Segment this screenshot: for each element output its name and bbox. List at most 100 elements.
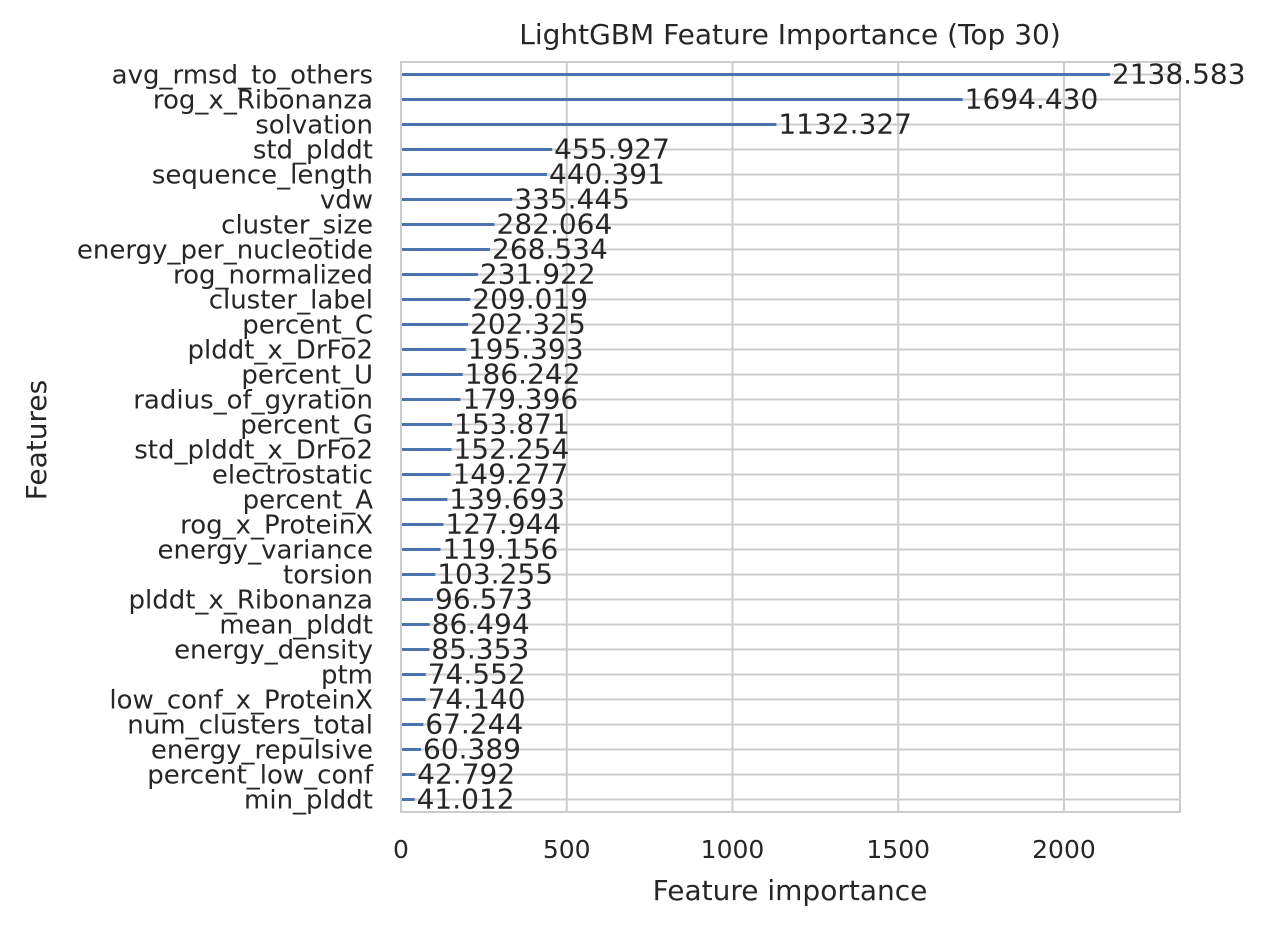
category-label: energy_density bbox=[174, 636, 373, 666]
bar bbox=[401, 423, 453, 426]
value-label: 85.353 bbox=[431, 633, 529, 666]
bar bbox=[401, 473, 451, 476]
value-label: 127.944 bbox=[445, 508, 561, 541]
value-label: 96.573 bbox=[435, 583, 533, 616]
bar bbox=[401, 623, 430, 626]
bar bbox=[401, 398, 461, 401]
value-label: 2138.583 bbox=[1112, 58, 1246, 91]
x-axis-label: Feature importance bbox=[653, 874, 928, 907]
category-label: percent_G bbox=[240, 411, 373, 441]
value-label: 139.693 bbox=[449, 483, 565, 516]
bar bbox=[401, 723, 424, 726]
value-labels: 2138.583 1694.430 1132.327 455.927440.39133… bbox=[417, 58, 1246, 816]
x-tick-label: 1000 bbox=[701, 835, 765, 864]
value-label: 103.255 bbox=[437, 558, 553, 591]
bar bbox=[401, 448, 452, 451]
bar bbox=[401, 798, 415, 801]
category-label: num_clusters_total bbox=[127, 711, 373, 741]
bar bbox=[401, 123, 777, 126]
value-label: 119.156 bbox=[442, 533, 558, 566]
category-label: cluster_label bbox=[209, 286, 373, 316]
category-label: solvation bbox=[255, 111, 373, 141]
bar bbox=[401, 323, 469, 326]
value-label: 152.254 bbox=[453, 433, 569, 466]
bars bbox=[401, 73, 1110, 801]
category-label: std_plddt_x_DrFo2 bbox=[134, 436, 373, 466]
value-label: 195.393 bbox=[468, 333, 584, 366]
category-label: avg_rmsd_to_others bbox=[112, 61, 373, 91]
category-label: plddt_x_Ribonanza bbox=[129, 586, 374, 616]
bar bbox=[401, 548, 441, 551]
value-label: 86.494 bbox=[432, 608, 530, 641]
value-label: 209.019 bbox=[472, 283, 588, 316]
category-label: plddt_x_DrFo2 bbox=[187, 336, 373, 366]
category-label: low_conf_x_ProteinX bbox=[109, 686, 373, 716]
value-label: 67.244 bbox=[425, 708, 523, 741]
bar bbox=[401, 148, 553, 151]
category-label: sequence_length bbox=[152, 161, 373, 191]
value-label: 153.871 bbox=[454, 408, 570, 441]
category-label: radius_of_gyration bbox=[133, 386, 373, 416]
value-label: 42.792 bbox=[417, 758, 515, 791]
value-label: 1694.430 bbox=[965, 83, 1099, 116]
bar bbox=[401, 173, 547, 176]
bar bbox=[401, 748, 422, 751]
value-label: 282.064 bbox=[497, 208, 613, 241]
bar bbox=[401, 298, 471, 301]
bar bbox=[401, 673, 426, 676]
value-label: 455.927 bbox=[554, 133, 670, 166]
bar bbox=[401, 98, 963, 101]
value-label: 1132.327 bbox=[778, 108, 912, 141]
value-label: 60.389 bbox=[423, 733, 521, 766]
x-tick-label: 1500 bbox=[866, 835, 930, 864]
category-label: electrostatic bbox=[212, 461, 373, 491]
bar bbox=[401, 73, 1110, 76]
category-label: percent_U bbox=[241, 361, 373, 391]
bar bbox=[401, 573, 436, 576]
value-label: 268.534 bbox=[492, 233, 608, 266]
category-label: rog_x_ProteinX bbox=[180, 511, 373, 541]
bar bbox=[401, 373, 463, 376]
bar bbox=[401, 348, 466, 351]
category-label: rog_normalized bbox=[173, 261, 373, 291]
bar bbox=[401, 773, 416, 776]
category-label: percent_C bbox=[242, 311, 373, 341]
category-label: mean_plddt bbox=[219, 611, 373, 641]
bar bbox=[401, 248, 491, 251]
category-label: energy_variance bbox=[157, 536, 373, 566]
value-label: 149.277 bbox=[452, 458, 568, 491]
value-label: 74.552 bbox=[428, 658, 526, 691]
category-label: vdw bbox=[320, 186, 373, 216]
category-labels: avg_rmsd_to_othersrog_x_Ribonanzasolvati… bbox=[77, 61, 374, 816]
category-label: min_plddt bbox=[244, 786, 373, 816]
bar bbox=[401, 598, 434, 601]
category-label: percent_A bbox=[243, 486, 374, 516]
category-label: energy_per_nucleotide bbox=[77, 236, 373, 266]
value-label: 202.325 bbox=[470, 308, 586, 341]
bar bbox=[401, 698, 426, 701]
x-tick-label: 2000 bbox=[1032, 835, 1096, 864]
category-label: cluster_size bbox=[221, 211, 373, 241]
category-label: ptm bbox=[321, 661, 373, 691]
bar bbox=[401, 498, 448, 501]
category-label: percent_low_conf bbox=[147, 761, 374, 791]
plot-area-frame bbox=[400, 61, 1181, 813]
value-label: 186.242 bbox=[465, 358, 581, 391]
value-label: 74.140 bbox=[428, 683, 526, 716]
bar bbox=[401, 273, 478, 276]
bar bbox=[401, 648, 430, 651]
chart-title: LightGBM Feature Importance (Top 30) bbox=[519, 18, 1061, 51]
category-label: energy_repulsive bbox=[151, 736, 373, 766]
y-axis-label: Features bbox=[20, 380, 53, 500]
category-label: std_plddt bbox=[253, 136, 373, 166]
value-label: 41.012 bbox=[417, 783, 515, 816]
category-label: rog_x_Ribonanza bbox=[153, 86, 373, 116]
bar bbox=[401, 198, 513, 201]
bar bbox=[401, 523, 444, 526]
value-label: 440.391 bbox=[549, 158, 665, 191]
x-tick-labels: 0 500 1000 1500 2000 bbox=[393, 835, 1096, 864]
bar bbox=[401, 223, 495, 226]
x-tick-label: 0 bbox=[393, 835, 409, 864]
